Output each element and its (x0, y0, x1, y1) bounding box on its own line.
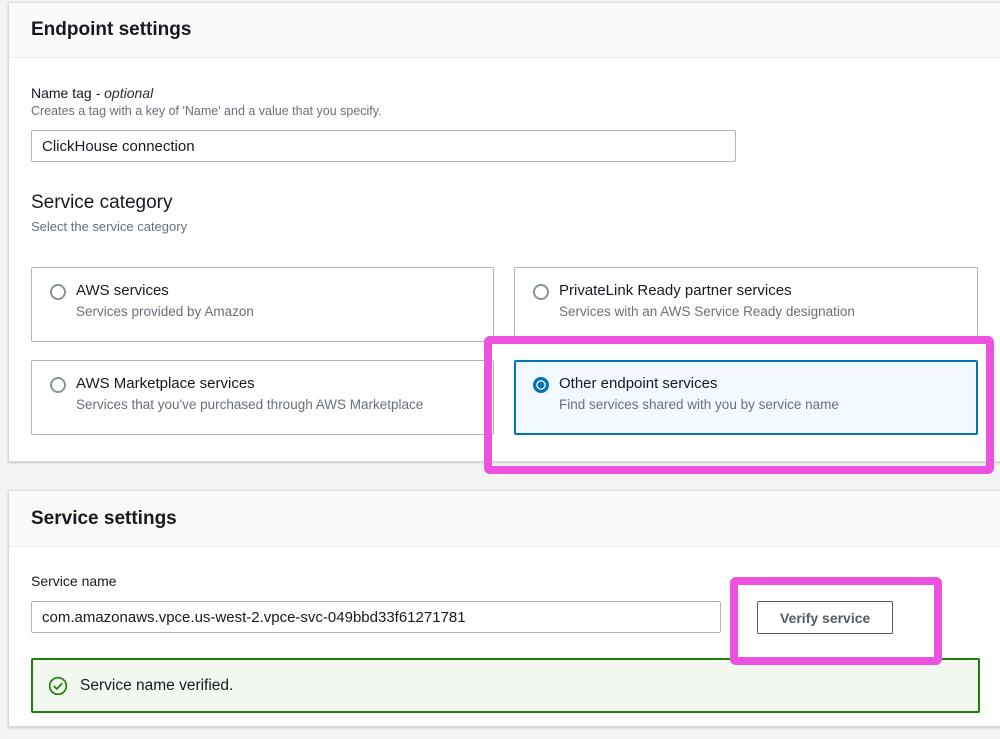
name-tag-optional-label: - optional (95, 85, 154, 101)
option-aws-services[interactable]: AWS services Services provided by Amazon (31, 267, 494, 342)
option-title: PrivateLink Ready partner services (559, 282, 792, 299)
option-privatelink-ready-partner-services[interactable]: PrivateLink Ready partner services Servi… (514, 267, 978, 342)
service-settings-body: Service name Verify service Service name… (9, 547, 1000, 733)
endpoint-settings-panel: Endpoint settings Name tag - optional Cr… (8, 2, 1000, 462)
alert-text: Service name verified. (80, 676, 234, 694)
name-tag-input[interactable] (31, 130, 736, 162)
check-circle-icon (48, 676, 68, 695)
service-name-input[interactable] (31, 601, 721, 633)
service-settings-panel: Service settings Service name Verify ser… (8, 490, 1000, 727)
option-title: Other endpoint services (559, 375, 718, 392)
radio-unselected-icon[interactable] (50, 377, 66, 393)
option-title: AWS services (76, 282, 169, 299)
name-tag-description: Creates a tag with a key of 'Name' and a… (31, 104, 382, 118)
endpoint-settings-title: Endpoint settings (31, 19, 192, 40)
radio-selected-icon[interactable] (533, 377, 549, 393)
service-category-description: Select the service category (31, 219, 188, 234)
option-description: Services that you've purchased through A… (76, 397, 424, 412)
service-category-heading: Service category (31, 192, 173, 213)
name-tag-label: Name tag - optional (31, 85, 154, 101)
endpoint-settings-body: Name tag - optional Creates a tag with a… (9, 58, 1000, 455)
service-settings-header: Service settings (9, 491, 1000, 547)
verify-service-button[interactable]: Verify service (757, 601, 894, 634)
option-aws-marketplace-services[interactable]: AWS Marketplace services Services that y… (31, 360, 494, 435)
option-title: AWS Marketplace services (76, 375, 255, 392)
option-description: Services with an AWS Service Ready desig… (559, 304, 855, 319)
radio-unselected-icon[interactable] (50, 284, 66, 300)
option-description: Find services shared with you by service… (559, 397, 839, 412)
option-other-endpoint-services[interactable]: Other endpoint services Find services sh… (514, 360, 978, 435)
option-description: Services provided by Amazon (76, 304, 254, 319)
service-name-label: Service name (31, 573, 117, 589)
service-verified-alert: Service name verified. (31, 658, 980, 713)
endpoint-settings-header: Endpoint settings (9, 3, 1000, 58)
service-settings-title: Service settings (31, 507, 177, 529)
service-name-row: Verify service (31, 601, 995, 634)
service-category-options: AWS services Services provided by Amazon… (31, 267, 995, 435)
radio-unselected-icon[interactable] (533, 284, 549, 300)
